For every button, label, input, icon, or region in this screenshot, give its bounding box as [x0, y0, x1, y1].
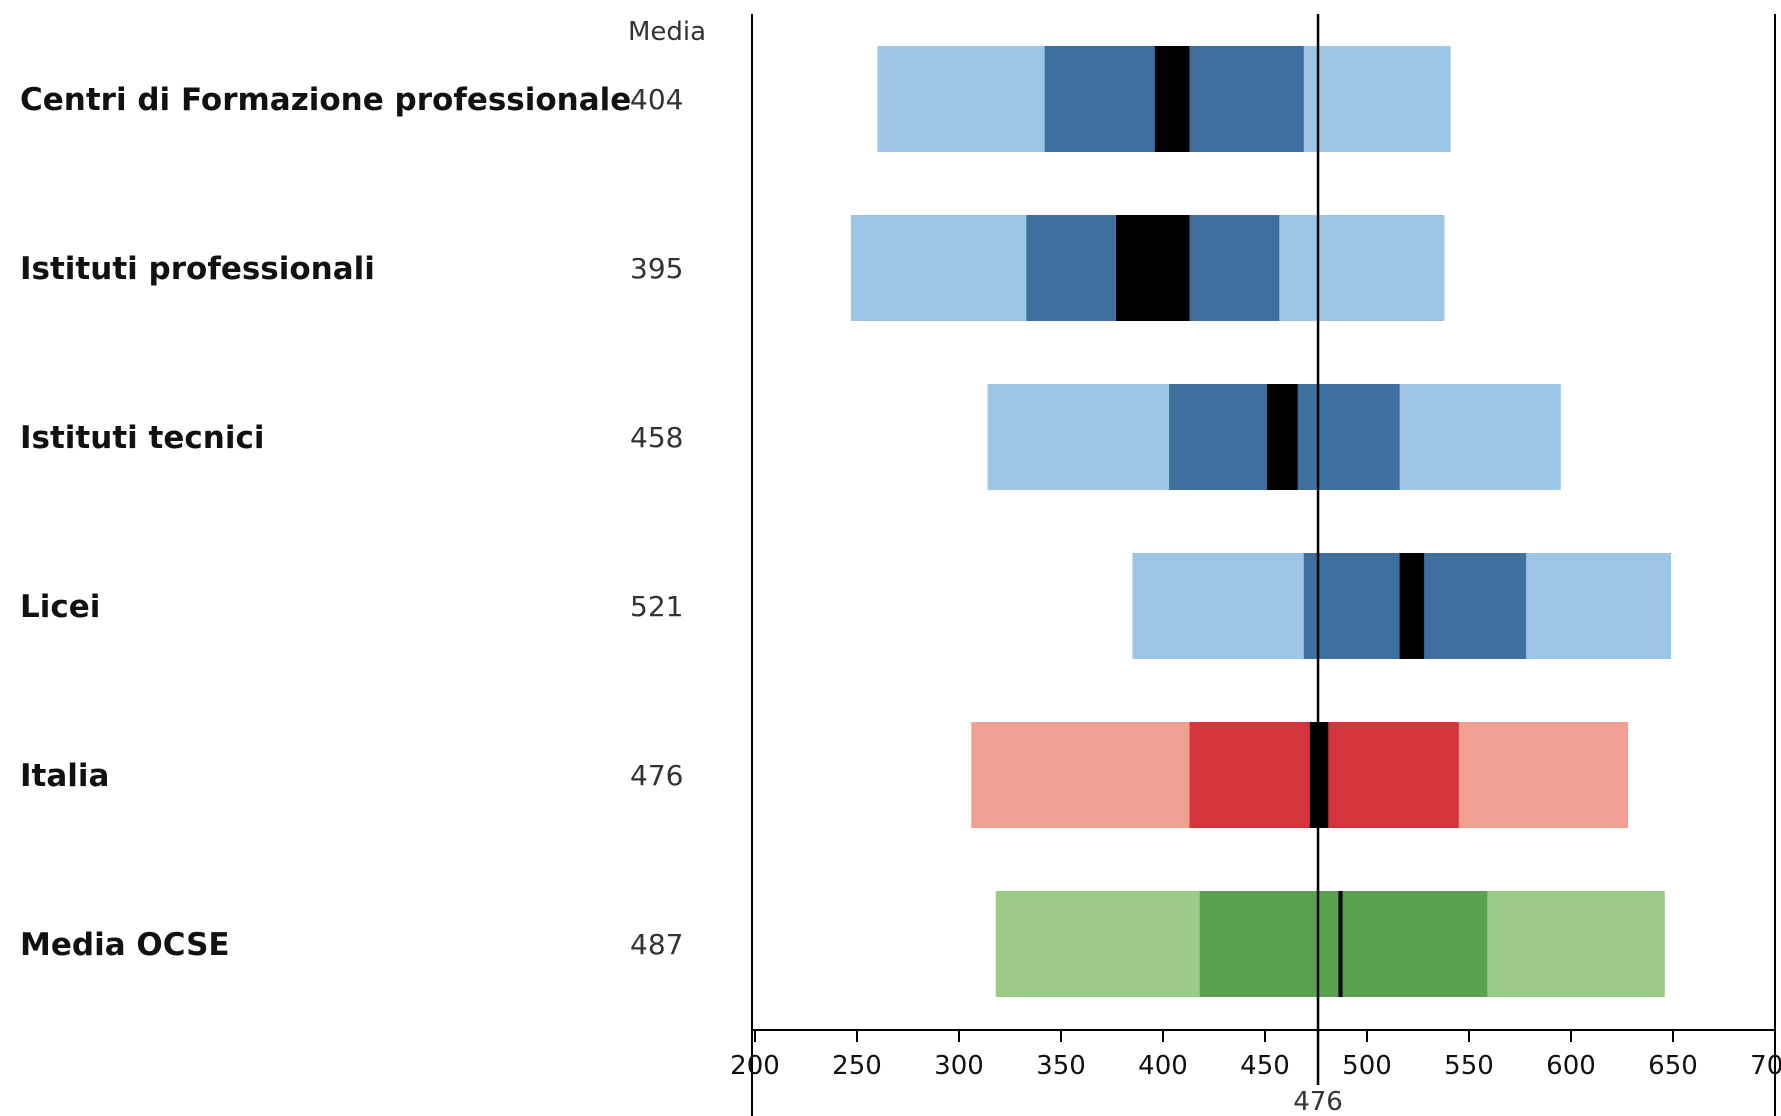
x-tick-label: 450 [1240, 1051, 1290, 1081]
mean-confidence-band [1154, 46, 1190, 152]
category-label: Istituti tecnici [20, 420, 264, 456]
mean-confidence-band [1116, 215, 1190, 321]
x-tick-label: 300 [934, 1051, 984, 1081]
category-label: Centri di Formazione professionale [20, 82, 631, 118]
mean-value-label: 487 [630, 928, 683, 961]
mean-confidence-band [1399, 553, 1425, 659]
row: Media OCSE 487 [20, 891, 1665, 997]
mean-value-label: 476 [630, 759, 683, 792]
x-axis-ticks: 200 250 300 350 400 450 500 550 600 650 700 [730, 1030, 1781, 1081]
row: Istituti professionali 395 [20, 215, 1445, 321]
x-tick-label: 500 [1342, 1051, 1392, 1081]
inner-percentile-bar [1199, 891, 1488, 997]
category-label: Media OCSE [20, 927, 230, 963]
row: Licei 521 [20, 553, 1671, 659]
x-tick-label: 600 [1546, 1051, 1596, 1081]
x-tick-label: 400 [1138, 1051, 1188, 1081]
mean-value-label: 404 [630, 83, 683, 116]
row: Istituti tecnici 458 [20, 384, 1561, 490]
mean-column-header: Media [628, 17, 706, 47]
mean-value-label: 395 [630, 252, 683, 285]
x-tick-label: 200 [730, 1051, 780, 1081]
row: Italia 476 [20, 722, 1629, 828]
mean-value-label: 458 [630, 421, 683, 454]
mean-confidence-band [1338, 891, 1343, 997]
category-label: Licei [20, 589, 100, 625]
x-tick-label: 550 [1444, 1051, 1494, 1081]
category-label: Italia [20, 758, 109, 794]
category-label: Istituti professionali [20, 251, 375, 287]
x-tick-label: 650 [1648, 1051, 1698, 1081]
mean-confidence-band [1267, 384, 1298, 490]
x-tick-label: 250 [832, 1051, 882, 1081]
x-tick-label: 350 [1036, 1051, 1086, 1081]
x-tick-label: 700 [1750, 1051, 1781, 1081]
reference-line-label: 476 [1293, 1087, 1343, 1116]
mean-value-label: 521 [630, 590, 683, 623]
